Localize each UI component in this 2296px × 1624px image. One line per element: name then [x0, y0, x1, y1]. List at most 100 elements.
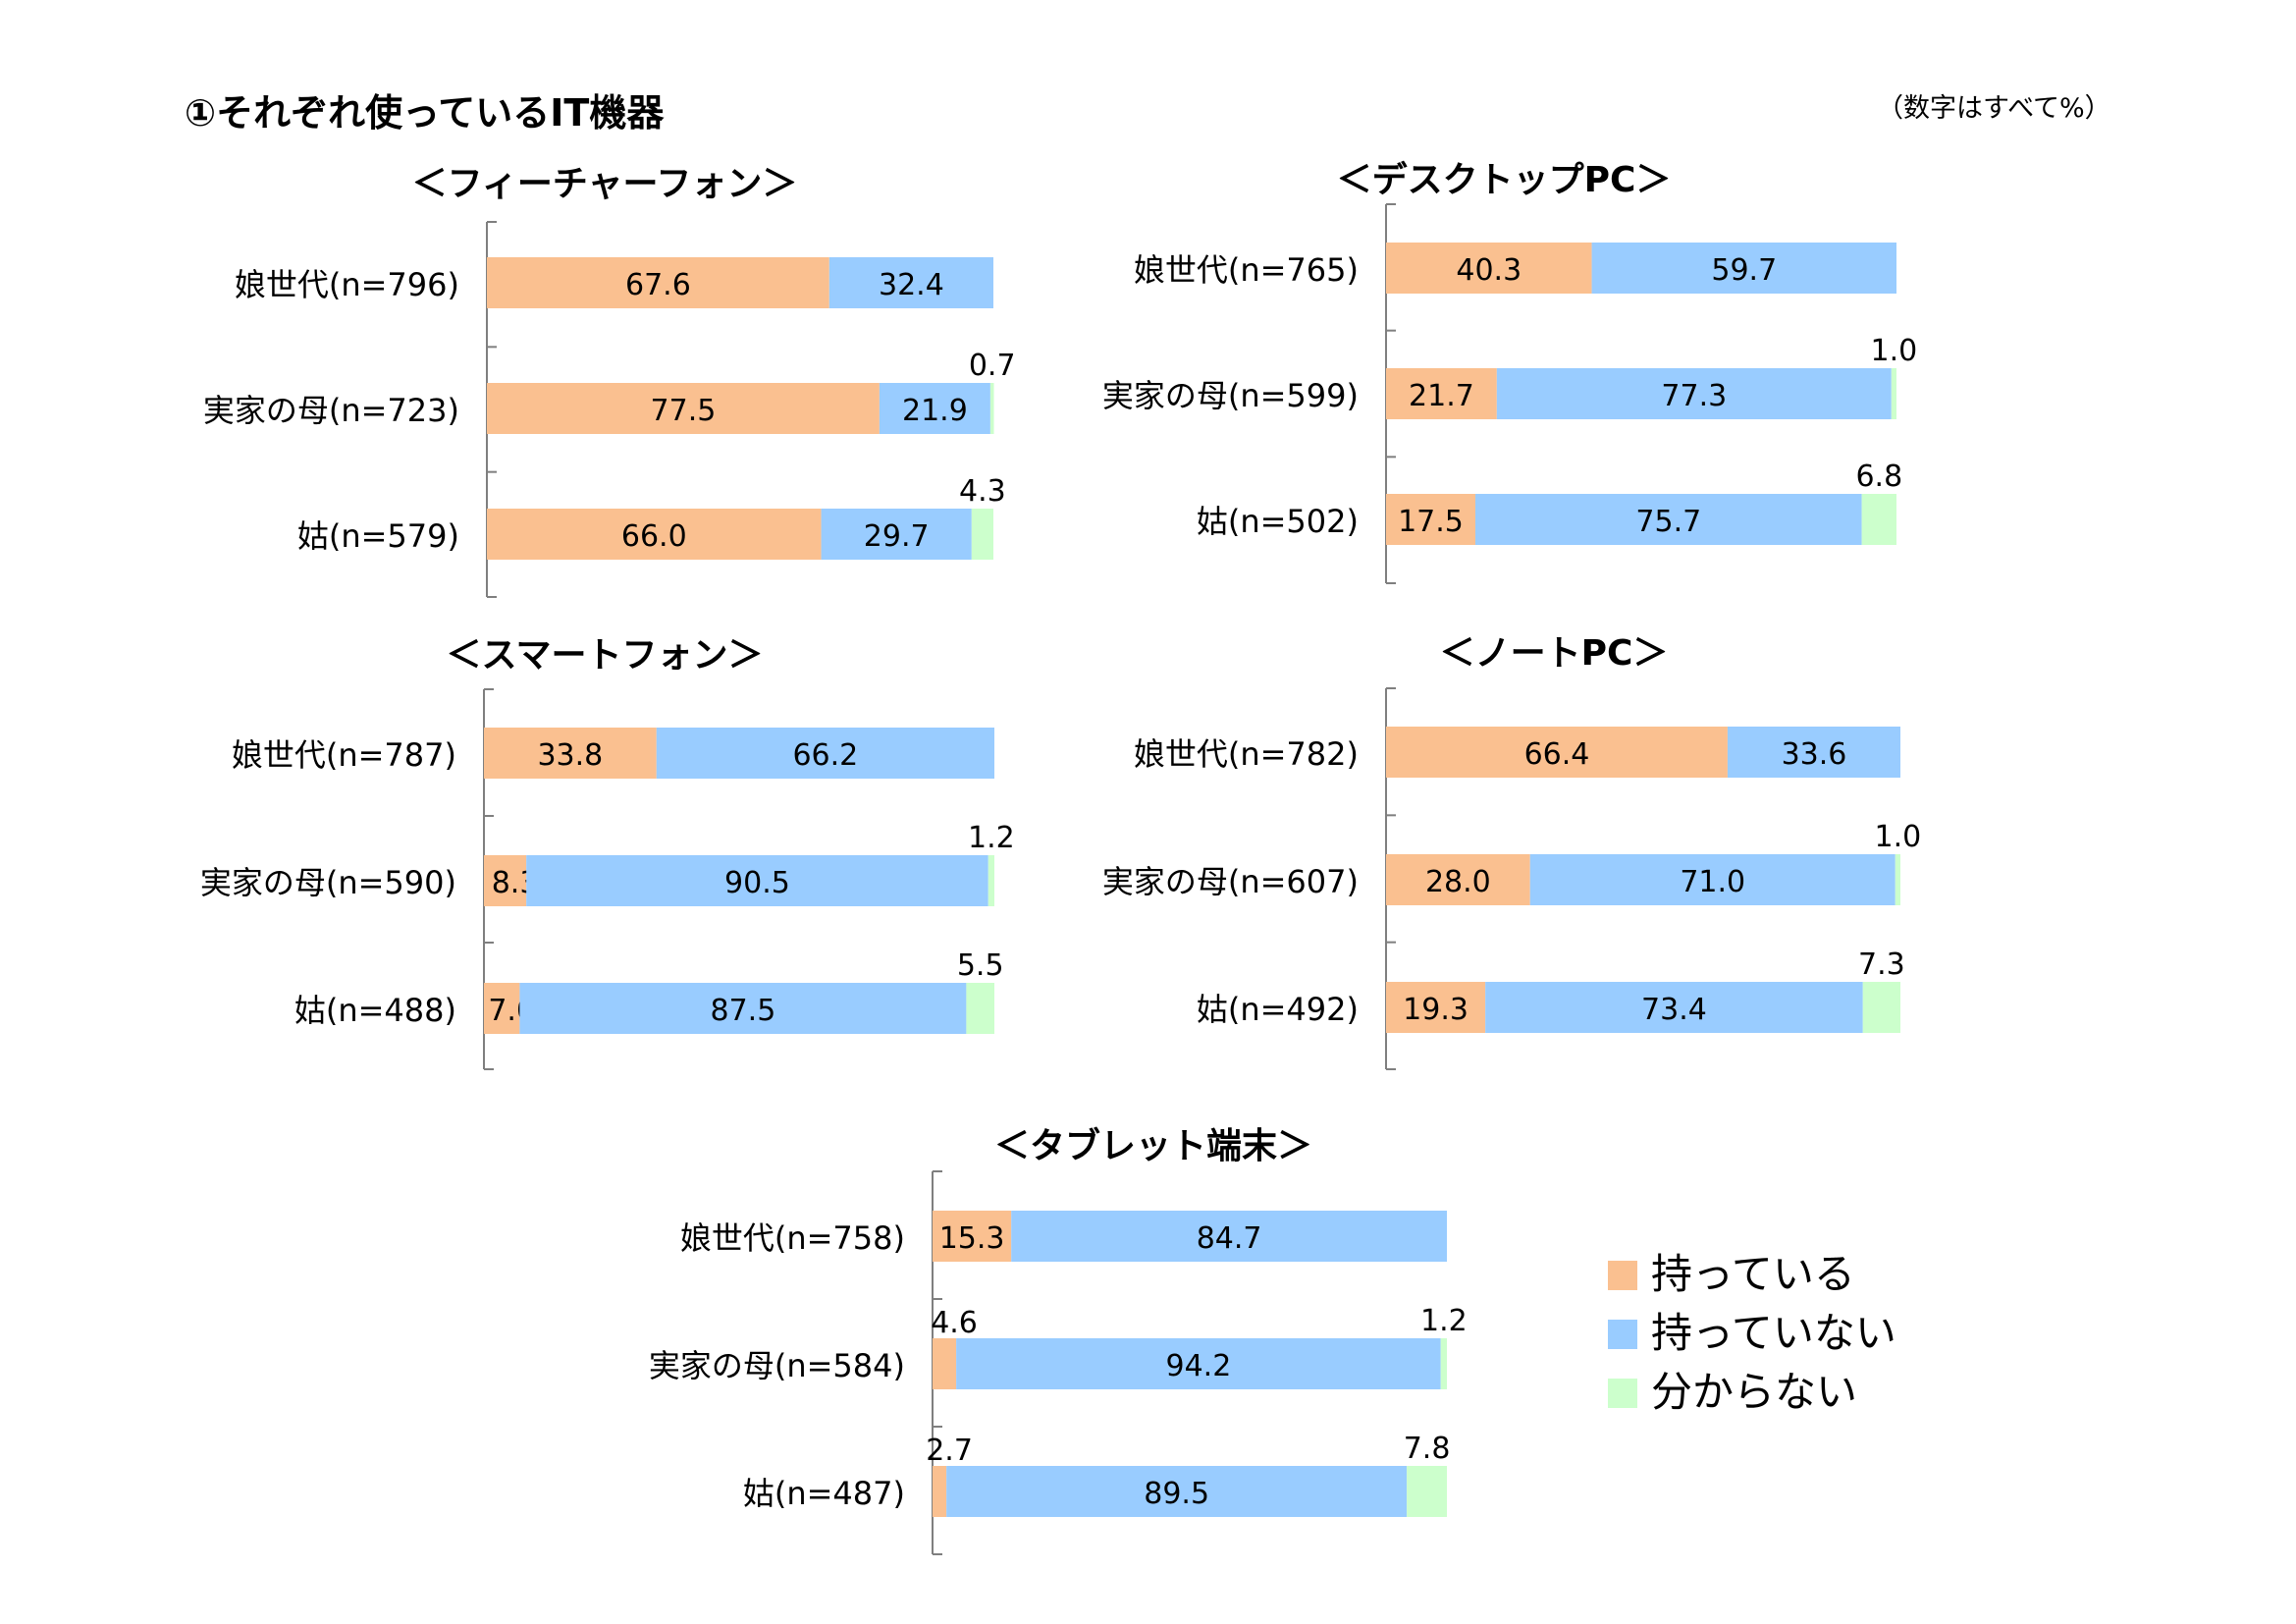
chart-title-smartphone: ＜スマートフォン＞ — [446, 635, 764, 676]
data-label-not-owned: 66.2 — [792, 738, 858, 773]
bar-owned — [1386, 494, 1475, 545]
bar-unknown — [1440, 1338, 1447, 1389]
bar-unknown — [1895, 854, 1900, 905]
data-label-unknown: 5.5 — [957, 948, 1004, 983]
bar-owned — [933, 1211, 1012, 1262]
data-label-unknown: 0.7 — [969, 349, 1016, 383]
data-label-not-owned: 84.7 — [1197, 1221, 1262, 1256]
bar-not-owned — [1485, 982, 1863, 1033]
bar-not-owned — [1011, 1211, 1447, 1262]
data-label-not-owned: 71.0 — [1680, 865, 1745, 899]
page-title: ①それぞれ使っているIT機器 — [185, 91, 665, 135]
data-label-owned: 33.8 — [537, 738, 603, 773]
data-label-unknown: 1.0 — [1871, 334, 1918, 368]
bar-unknown — [1861, 494, 1896, 545]
data-label-not-owned: 89.5 — [1144, 1477, 1209, 1511]
legend-label-not-owned: 持っていない — [1651, 1309, 1896, 1357]
chart-notebook-pc: 娘世代(n=782) 66.4 33.6 実家の母(n=607) 28.0 71.0 1.0… — [1102, 687, 1922, 1070]
unit-note: （数字はすべて%） — [1877, 93, 2111, 124]
data-label-not-owned: 73.4 — [1641, 993, 1707, 1027]
bar-not-owned — [1496, 368, 1892, 419]
data-label-not-owned: 21.9 — [902, 394, 968, 428]
category-label: 実家の母(n=599) — [1102, 377, 1359, 414]
chart-tablet: 娘世代(n=758) 15.3 84.7 実家の母(n=584) 4.6 94.2 1.2 姑… — [649, 1170, 1468, 1555]
chart-title-feature-phone: ＜フィーチャーフォン＞ — [411, 164, 798, 204]
data-label-unknown: 7.8 — [1404, 1432, 1451, 1466]
bar-owned — [487, 257, 829, 308]
data-label-owned: 15.3 — [939, 1221, 1005, 1256]
bar-not-owned — [1529, 854, 1896, 905]
data-label-owned: 77.5 — [651, 394, 717, 428]
bar-unknown — [971, 509, 993, 560]
bar-owned — [1386, 368, 1497, 419]
bar-owned — [1386, 243, 1592, 294]
legend-swatch-owned — [1608, 1261, 1637, 1290]
chart-title-notebook-pc: ＜ノートPC＞ — [1439, 633, 1669, 674]
category-label: 娘世代(n=787) — [232, 736, 456, 774]
data-label-unknown: 7.3 — [1858, 947, 1905, 982]
bar-unknown — [1407, 1466, 1447, 1517]
chart-title-desktop-pc: ＜デスクトップPC＞ — [1336, 160, 1672, 200]
category-label: 娘世代(n=796) — [235, 266, 459, 303]
bar-not-owned — [821, 509, 972, 560]
bar-unknown — [989, 383, 994, 434]
data-label-unknown: 1.0 — [1875, 820, 1922, 854]
data-label-owned: 4.6 — [931, 1306, 978, 1340]
data-label-unknown: 1.2 — [968, 821, 1015, 855]
data-label-owned: 2.7 — [926, 1434, 973, 1468]
category-label: 娘世代(n=758) — [680, 1219, 905, 1257]
bar-not-owned — [526, 855, 988, 906]
data-label-not-owned: 29.7 — [864, 519, 930, 554]
bar-owned — [1386, 854, 1530, 905]
category-label: 姑(n=492) — [1197, 991, 1359, 1028]
bar-owned — [1386, 982, 1486, 1033]
data-label-unknown: 6.8 — [1855, 460, 1902, 494]
data-label-unknown: 1.2 — [1420, 1304, 1468, 1338]
data-label-owned: 66.4 — [1524, 737, 1590, 772]
category-label: 実家の母(n=607) — [1102, 863, 1359, 900]
bar-not-owned — [1591, 243, 1896, 294]
data-label-not-owned: 90.5 — [724, 866, 790, 900]
bar-unknown — [988, 855, 994, 906]
bar-owned — [1386, 727, 1728, 778]
category-label: 実家の母(n=590) — [200, 864, 456, 901]
bar-owned — [487, 509, 822, 560]
legend-swatch-unknown — [1608, 1379, 1637, 1408]
data-label-not-owned: 32.4 — [879, 268, 944, 302]
data-label-owned: 19.3 — [1403, 993, 1468, 1027]
category-label: 娘世代(n=765) — [1134, 251, 1359, 289]
bar-not-owned — [1727, 727, 1900, 778]
bar-not-owned — [519, 983, 967, 1034]
category-label: 姑(n=488) — [294, 992, 456, 1029]
bar-not-owned — [1475, 494, 1862, 545]
bar-not-owned — [879, 383, 990, 434]
bar-owned — [487, 383, 880, 434]
data-label-not-owned: 75.7 — [1635, 505, 1701, 539]
category-label: 実家の母(n=723) — [203, 392, 459, 429]
bar-not-owned — [956, 1338, 1441, 1389]
category-label: 姑(n=579) — [297, 517, 459, 555]
data-label-not-owned: 87.5 — [711, 994, 776, 1028]
bar-not-owned — [656, 728, 994, 779]
chart-title-tablet: ＜タブレット端末＞ — [993, 1126, 1313, 1166]
chart-desktop-pc: 娘世代(n=765) 40.3 59.7 実家の母(n=599) 21.7 77.3 1.0… — [1102, 203, 1918, 584]
bar-not-owned — [946, 1466, 1408, 1517]
data-label-owned: 67.6 — [625, 268, 691, 302]
data-label-owned: 17.5 — [1398, 505, 1464, 539]
bar-unknown — [966, 983, 994, 1034]
bar-not-owned — [828, 257, 993, 308]
bar-unknown — [1862, 982, 1900, 1033]
data-label-owned: 40.3 — [1456, 253, 1522, 288]
bar-owned — [933, 1466, 947, 1517]
bar-owned — [933, 1338, 957, 1389]
legend-label-unknown: 分からない — [1651, 1368, 1858, 1416]
data-label-not-owned: 94.2 — [1166, 1349, 1232, 1383]
bar-owned — [484, 728, 657, 779]
category-label: 姑(n=502) — [1197, 503, 1359, 540]
data-label-not-owned: 59.7 — [1711, 253, 1777, 288]
bar-owned — [484, 855, 527, 906]
data-label-not-owned: 33.6 — [1782, 737, 1847, 772]
data-label-unknown: 4.3 — [959, 474, 1006, 509]
